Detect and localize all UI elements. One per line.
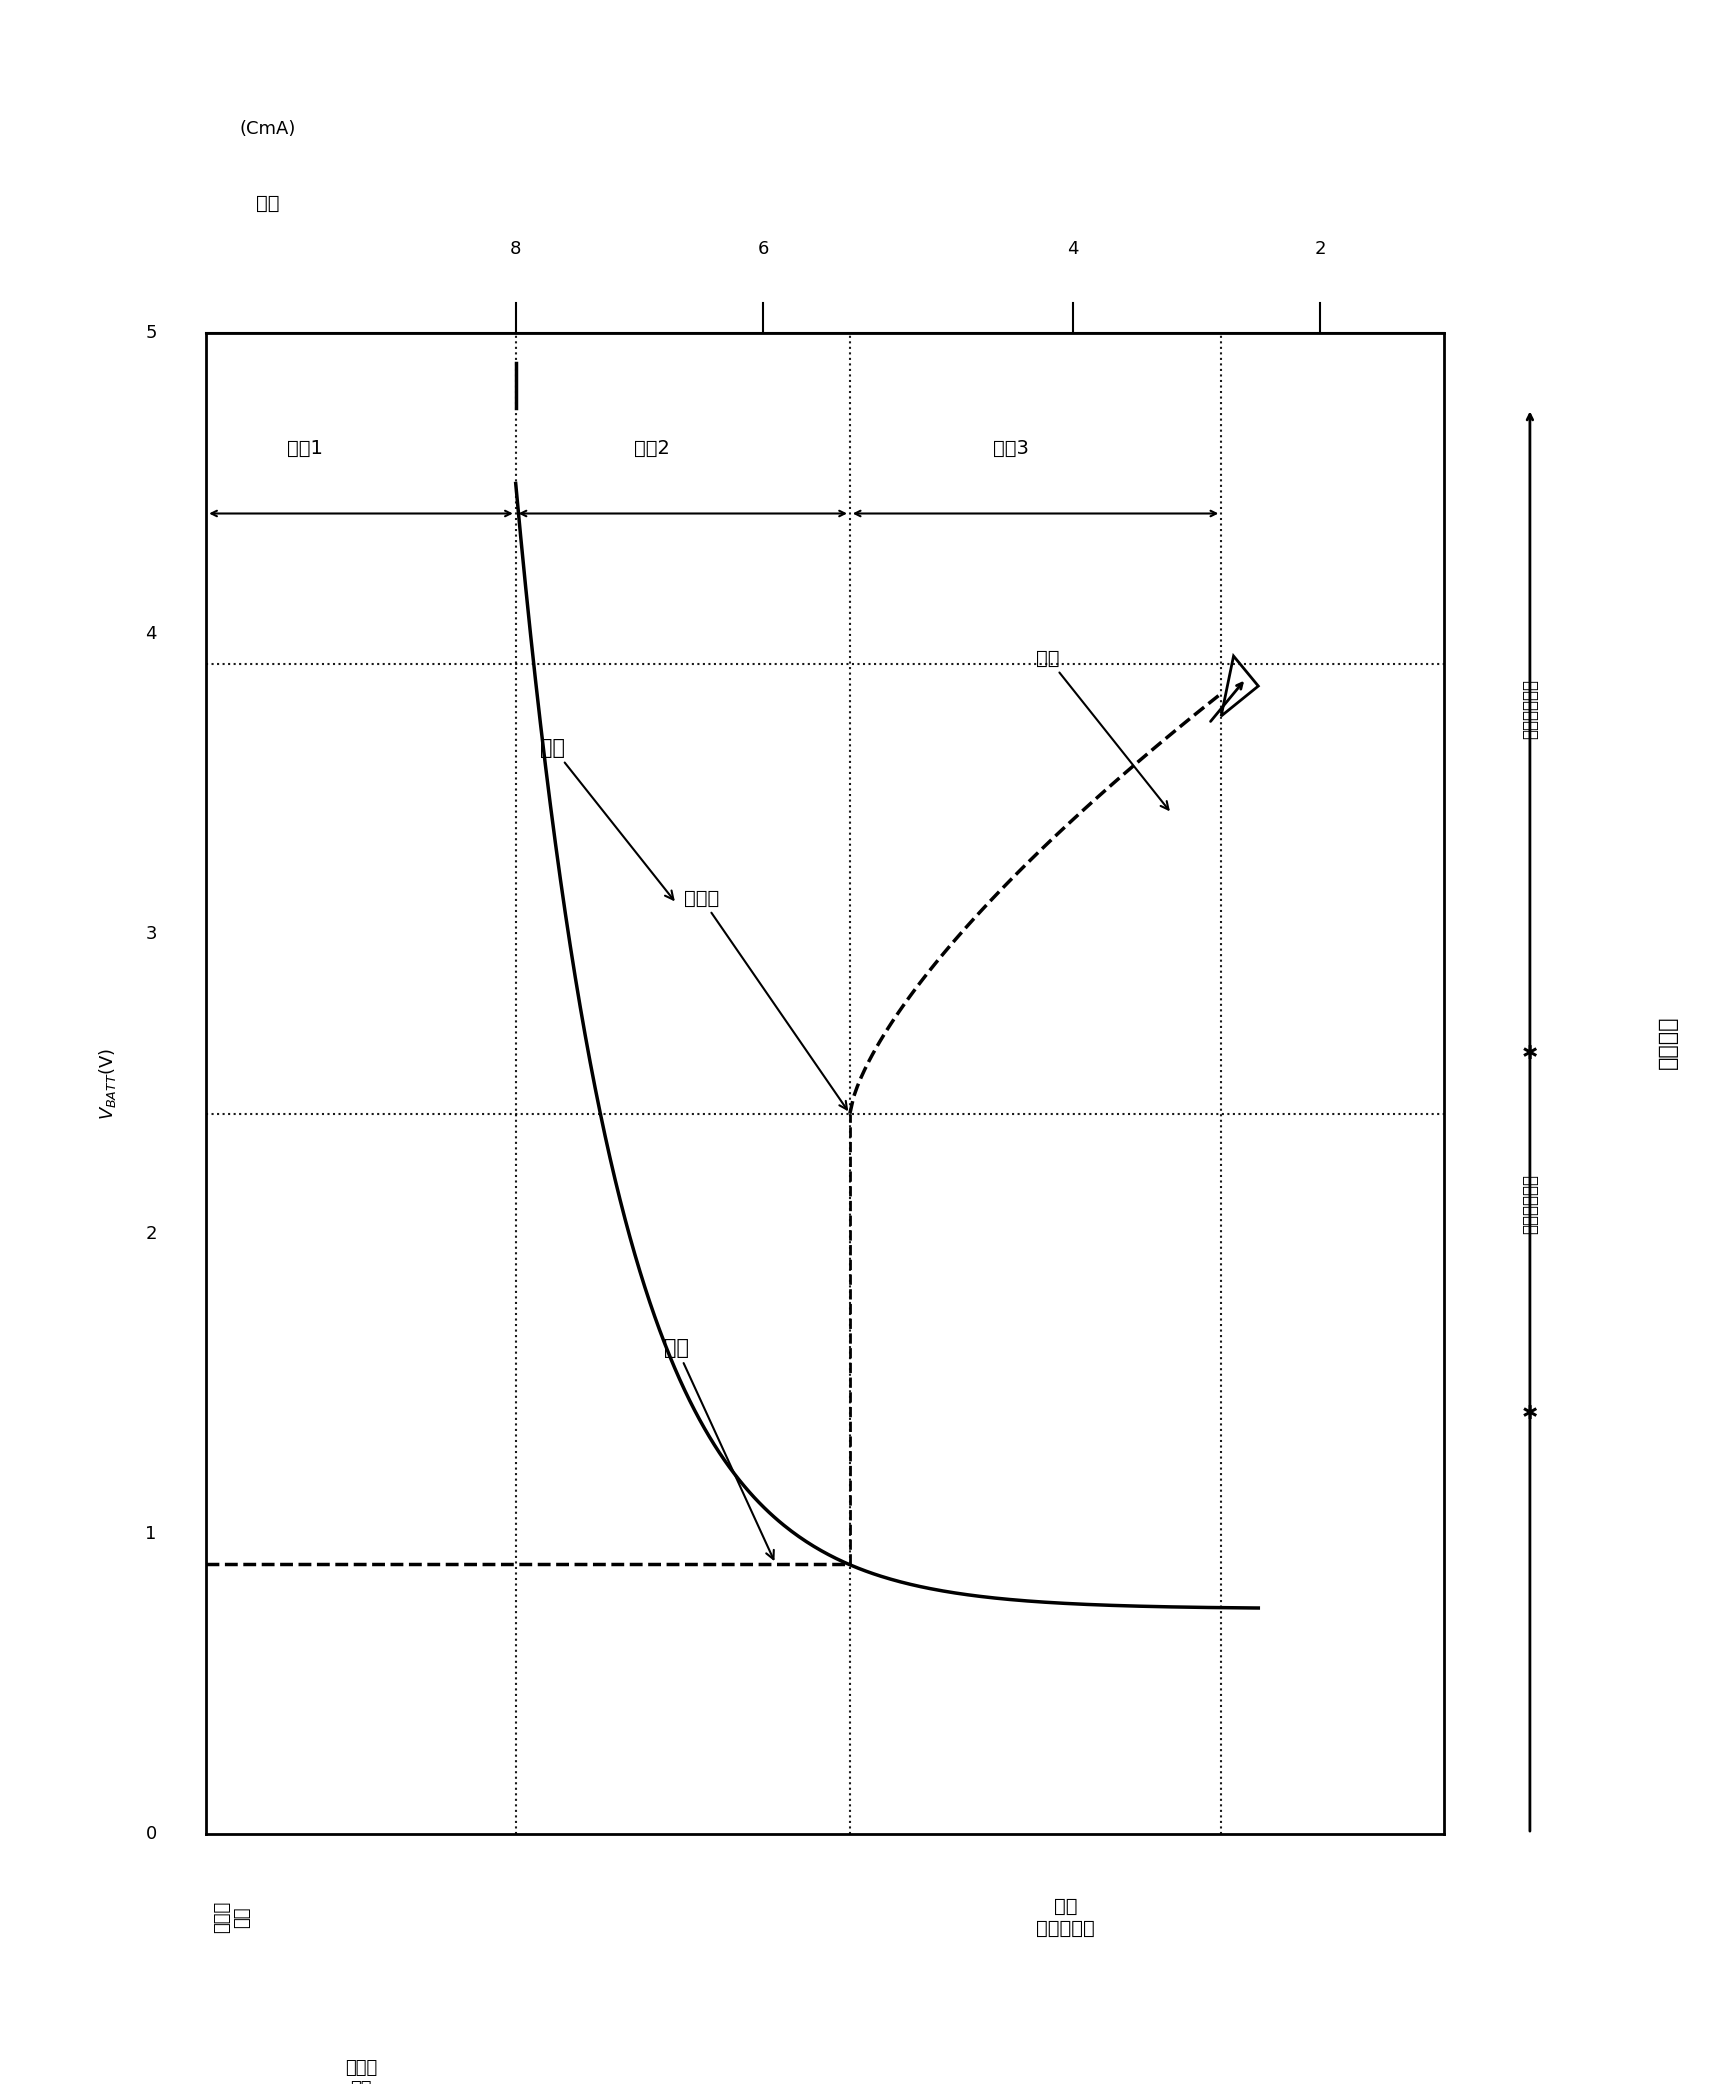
Text: 阶段1: 阶段1: [287, 438, 323, 458]
Text: ✱: ✱: [1521, 1405, 1539, 1423]
Text: 8: 8: [511, 240, 521, 258]
Text: 1: 1: [146, 1525, 156, 1542]
Text: 电压: 电压: [540, 738, 674, 900]
Text: 低电流
充电: 低电流 充电: [346, 2059, 376, 2084]
Text: 6: 6: [758, 240, 768, 258]
Text: 低电流
充电: 低电流 充电: [213, 1901, 251, 1934]
Text: 4: 4: [146, 625, 156, 642]
Text: 电流: 电流: [256, 194, 280, 213]
Text: 电流: 电流: [664, 1338, 774, 1559]
Text: $V_{BATT}$(V): $V_{BATT}$(V): [96, 1048, 119, 1119]
Text: ✱: ✱: [1521, 1044, 1539, 1063]
Text: 现有技术: 现有技术: [1657, 1015, 1678, 1069]
Text: 0: 0: [146, 1826, 156, 1842]
Text: 交越点: 交越点: [684, 888, 847, 1109]
Text: 阶段3: 阶段3: [994, 438, 1028, 458]
Text: 阶段2: 阶段2: [634, 438, 670, 458]
Text: 4: 4: [1067, 240, 1078, 258]
Text: 3: 3: [146, 925, 156, 942]
Text: 终点: 终点: [1037, 648, 1169, 809]
Text: 2: 2: [1315, 240, 1325, 258]
Text: (CmA): (CmA): [241, 121, 296, 138]
Text: 5: 5: [146, 325, 156, 342]
Text: 时间
（无放缩）: 时间 （无放缩）: [1037, 1896, 1095, 1938]
Text: 2: 2: [146, 1225, 156, 1242]
Text: 恒定电流充电: 恒定电流充电: [1521, 1173, 1539, 1234]
Text: 恒定电压充电: 恒定电压充电: [1521, 679, 1539, 738]
